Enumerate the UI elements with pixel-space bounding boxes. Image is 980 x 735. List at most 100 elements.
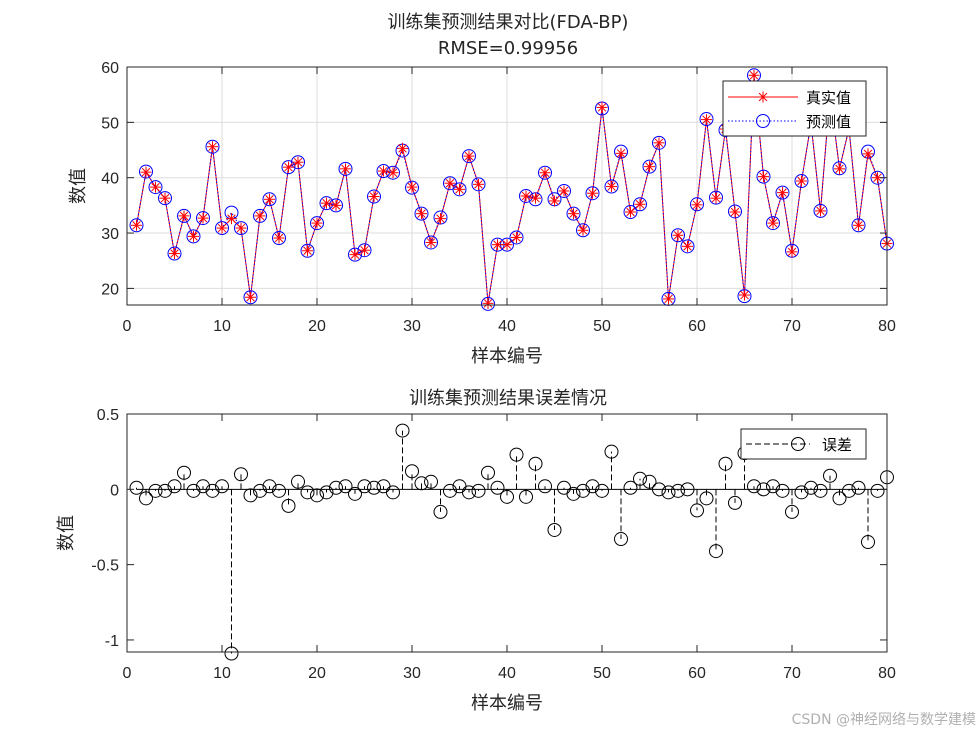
top-x-tick-label: 10 [213,318,231,335]
series-pred-point [728,204,742,219]
series-true-point [283,161,294,173]
error-point [177,465,191,480]
top-x-tick-label: 70 [783,318,801,335]
top-y-tick-label: 60 [101,60,119,77]
series-pred-point [652,135,666,150]
top-x-tick-label: 30 [403,318,421,335]
top-y-axis-label: 数值 [68,168,89,204]
series-pred-point [386,165,400,180]
error-point [642,474,657,489]
error-point [614,532,628,547]
series-pred-point [462,149,476,164]
series-pred-point [623,205,638,220]
series-true-point [710,192,722,204]
error-point [661,485,676,500]
series-pred-point [234,221,248,236]
series-true-point [587,187,598,199]
series-pred-point [566,206,581,221]
series-true-point [169,248,180,260]
bottom-x-tick-label: 0 [123,665,132,682]
series-true-point [435,213,446,225]
series-true-point [226,213,237,225]
error-point [623,480,638,495]
series-pred-point [642,159,657,174]
top-y-tick-label: 20 [101,281,119,298]
series-pred-point [253,208,267,223]
error-point [766,479,780,494]
series-pred-point [300,243,315,258]
series-pred-point [633,197,647,212]
series-true-point [159,192,171,204]
series-true-point [140,166,152,178]
series-pred-point [832,161,847,176]
error-point [842,483,856,498]
series-true-point [330,199,342,211]
series-true-point [767,217,779,229]
error-point [462,485,476,500]
top-chart-title: 训练集预测结果对比(FDA-BP) [388,12,629,33]
series-pred-point [414,206,429,221]
series-pred-point [690,197,704,212]
bottom-x-axis-label: 样本编号 [471,693,543,714]
series-pred-point [405,180,419,195]
series-true-point [397,142,408,154]
error-point [272,483,286,498]
error-point [519,489,533,504]
bottom-x-tick-label: 80 [878,665,896,682]
error-point [823,468,837,483]
error-point [167,479,182,494]
error-point [196,479,210,494]
series-pred-point [177,208,191,223]
series-pred-point [775,185,790,200]
error-point [728,495,742,510]
series-pred-point [813,203,828,218]
series-true-point [378,165,389,177]
series-pred-point [205,139,220,154]
series-pred-point [148,180,163,195]
bottom-chart: 训练集预测结果误差情况 0 10 20 30 40 50 60 70 80-1-0.500.5 … [56,388,896,714]
legend-pred-marker [756,114,770,128]
error-point [243,488,258,503]
error-point [338,479,353,494]
error-point [253,483,267,498]
series-pred-point [139,164,153,179]
series-true-point [549,195,560,207]
series-true-point [663,293,674,305]
series-true-point [340,163,351,175]
bottom-x-tick-label: 10 [213,665,231,682]
legend-true-label: 真实值 [806,89,851,107]
bottom-ticks: 0 10 20 30 40 50 60 70 80 -1 -0.5 0 0.5 [91,407,896,682]
bottom-chart-title: 训练集预测结果误差情况 [409,388,607,409]
series-true-point [634,198,646,210]
bottom-x-tick-label: 20 [308,665,326,682]
series-true-point [368,191,380,203]
top-legend-box [722,80,867,137]
top-x-axis-label: 样本编号 [471,346,543,367]
error-point [585,479,600,494]
series-pred-point [509,230,524,245]
error-point [148,483,163,498]
error-point [205,483,220,498]
error-point [851,480,866,495]
error-point [671,483,685,498]
error-point [234,467,248,482]
series-true-point [501,239,513,251]
series-pred-point [262,192,277,207]
error-point [471,483,486,498]
series-pred-point [310,216,324,231]
error-point [804,480,818,495]
series-true-point [150,181,161,193]
series-pred-point [794,174,809,189]
error-point [870,483,885,498]
series-true-point [216,222,228,234]
series-true-point [539,167,551,179]
error-point [300,485,315,500]
series-true-point [682,240,693,252]
series-pred-point [319,196,334,211]
series-pred-point [424,235,438,250]
error-point [129,480,144,495]
legend-true-marker [757,91,769,103]
bottom-x-tick-label: 70 [783,665,801,682]
series-true-point [691,199,703,211]
error-point [158,483,172,498]
